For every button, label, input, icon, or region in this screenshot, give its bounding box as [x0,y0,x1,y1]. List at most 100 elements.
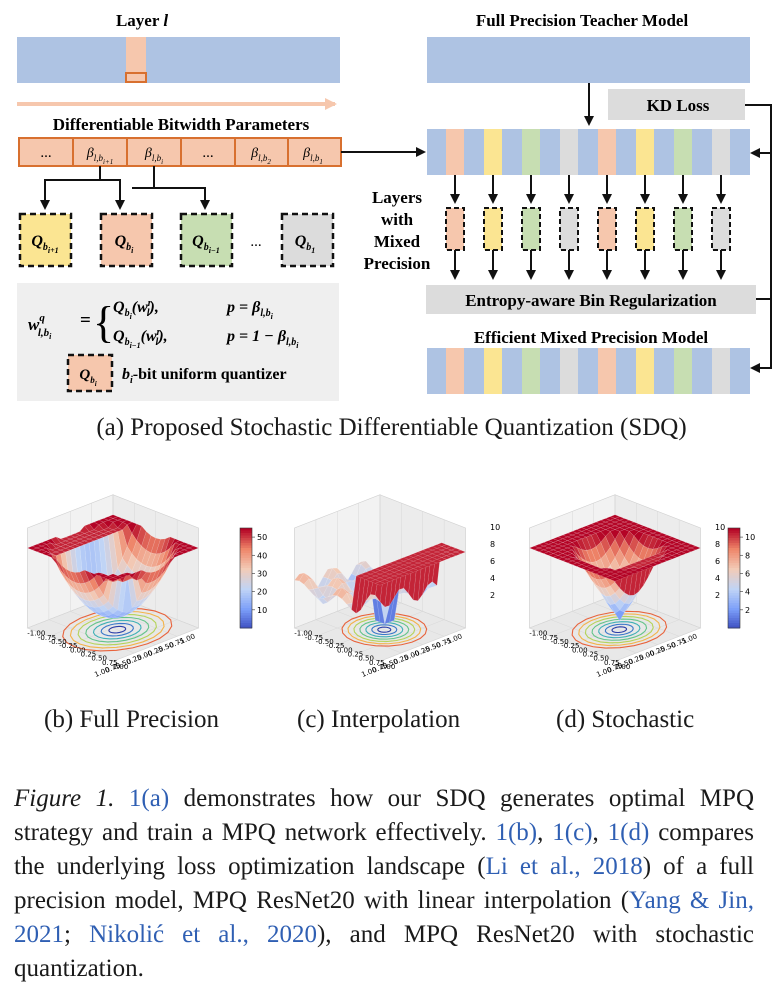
efficient-stripe [674,348,692,394]
colorbar-tick: 2 [745,606,750,615]
formula-panel: wq l,bi = { Qbi(wr l), p = βl,bi Qbi−1(wr l… [17,283,339,401]
formula-brace: { [93,298,114,347]
z-tick-label: 6 [490,557,495,566]
surface-plot: 1.00 -1.00 0.75 -0.75 0.50 -0.50 0.25 -0.250.00… [293,494,467,679]
layer-box [559,207,579,251]
y-tick-label: -0.25 [59,642,77,650]
ref-link-1a[interactable]: 1(a) [128,785,170,812]
colorbar-tick: 50 [257,533,267,542]
y-tick-label: 0.25 [81,650,97,658]
colorbar-tick: 20 [257,588,267,597]
efficient-stripe [560,348,578,394]
kd-loss-box [608,89,745,120]
y-tick-label: -1.00 [529,630,547,638]
dbp-title: Differentiable Bitwidth Parameters [53,115,310,134]
formula-case-1: Qbi(wr l), [113,298,159,321]
surface-plot: 1.00 -1.00 0.75 -0.75 0.50 -0.50 0.25 -0.250.00… [528,494,702,679]
layer-box [597,207,617,251]
mixed-stripe [636,129,654,175]
efficient-stripe [712,348,730,394]
colorbar-tick: 40 [257,551,267,560]
mixed-precision-layer-boxes [445,175,731,280]
colorbar-tick: 10 [257,606,267,615]
z-tick-label: 8 [715,540,720,549]
quantizer-q-bi-plus-1: Qbi+1 [18,212,73,268]
entropy-box [426,285,756,314]
efficient-stripe [636,348,654,394]
ref-link-1b[interactable]: 1(b) [495,819,538,846]
figure-label: Figure 1. [14,785,115,812]
mixed-stripe [560,129,578,175]
layer-box [711,207,731,251]
efficient-stripe [598,348,616,394]
formula-equals: = [80,310,91,331]
y-tick-label: 0.75 [604,659,620,667]
quantizer-q-b1: Qb1 [280,212,335,268]
param-to-quantizer-connectors [40,166,210,210]
y-tick-label: 0.00 [70,646,86,654]
ref-link-1d[interactable]: 1(d) [607,819,650,846]
z-tick-label: 4 [715,574,720,583]
colorbar-tick: 10 [745,533,755,542]
efficient-model-bar [427,348,750,394]
y-tick-label: -0.75 [305,634,323,642]
mixed-stripe [484,129,502,175]
caption-d: (d) Stochastic [556,706,695,733]
z-tick-label: 10 [490,523,500,532]
colorbar-tick: 4 [745,588,750,597]
caption-b: (b) Full Precision [44,706,219,733]
quantizer-q-bi-minus-1: Qbi−1 [179,212,234,268]
y-tick-label: 0.00 [337,646,353,654]
y-tick-label: -0.50 [551,638,569,646]
efficient-stripe [446,348,464,394]
citation-yang-jin-2021[interactable]: Yang & Jin, 2021 [14,887,754,948]
bitwidth-parameter-row: ... βl,bi+1 βl,bi ... βl,b2 βl,b1 [18,137,342,167]
caption-a: (a) Proposed Stochastic Differentiable Q… [96,414,687,441]
ref-link-1c[interactable]: 1(c) [552,819,593,846]
y-tick-label: 0.25 [348,650,364,658]
y-tick-label: -0.75 [540,634,558,642]
layer-label: Layer l [116,11,168,30]
caption-c: (c) Interpolation [297,706,461,733]
loss-landscape-stochastic: 1.00 -1.00 0.75 -0.75 0.50 -0.50 0.25 -0.250.00… [528,494,755,679]
y-tick-label: 0.00 [572,646,588,654]
y-tick-label: -0.50 [316,638,334,646]
y-tick-label: -0.50 [49,638,67,646]
y-tick-label: 0.50 [593,655,609,663]
teacher-title: Full Precision Teacher Model [476,11,689,30]
mixed-precision-model-bar [427,129,750,175]
mixed-stripe [598,129,616,175]
mixed-stripe [522,129,540,175]
y-tick-label: 0.75 [102,659,118,667]
surface-plot: 1.00 -1.00 0.75 -0.75 0.50 -0.50 0.25 -0.250.00… [26,494,200,679]
y-tick-label: -1.00 [294,630,312,638]
loss-landscape-interpolation: 1.00 -1.00 0.75 -0.75 0.50 -0.50 0.25 -0.250.00… [293,494,500,679]
colorbar-tick: 30 [257,569,267,578]
citation-li-2018[interactable]: Li et al., 2018 [485,853,643,880]
svg-text:Precision: Precision [364,254,431,273]
y-tick-label: -0.25 [326,642,344,650]
legend-quantizer-box [66,353,114,393]
layer-box [483,207,503,251]
z-tick-label: 2 [715,591,720,600]
efficient-stripe [484,348,502,394]
kd-loss-label: KD Loss [647,96,710,115]
svg-text:Layers: Layers [372,188,422,207]
y-tick-label: -0.25 [561,642,579,650]
quantizer-ellipsis: ... [250,234,261,250]
layer-box [521,207,541,251]
entropy-label: Entropy-aware Bin Regularization [465,291,717,310]
y-tick-label: 0.50 [358,655,374,663]
colorbar: 2 4 6 8 10 [727,527,755,629]
svg-text:with: with [381,210,414,229]
citation-nikolic-2020[interactable]: Nikolić et al., 2020 [89,921,317,948]
param-ellipsis-2: ... [202,145,213,161]
z-tick-label: 2 [490,591,495,600]
sdq-diagram: Layer l Differentiable Bitwidth Paramete… [17,11,772,401]
teacher-model-bar [427,37,750,83]
loss-landscape-full-precision: 1.00 -1.00 0.75 -0.75 0.50 -0.50 0.25 -0.250.00… [26,494,267,679]
y-tick-label: -0.75 [38,634,56,642]
mixed-precision-label: Layers with Mixed Precision [364,188,431,273]
svg-text:Mixed: Mixed [374,232,421,251]
y-tick-label: 1.00 [615,663,631,671]
